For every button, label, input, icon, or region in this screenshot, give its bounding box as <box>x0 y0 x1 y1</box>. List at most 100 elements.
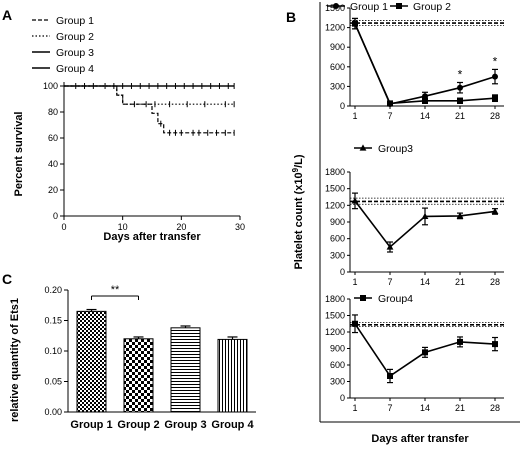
panel-letter-c: C <box>2 271 12 287</box>
a-y-tick-label: 20 <box>48 185 58 195</box>
data-point-group4 <box>387 373 393 379</box>
c-y-tick-label: 0.00 <box>44 407 62 417</box>
b-y-tick-label: 600 <box>330 62 345 72</box>
b-x-tick-label: 21 <box>455 403 465 413</box>
data-point-group1 <box>492 73 498 80</box>
b-y-axis-title-tail: /L) <box>293 154 305 168</box>
data-point-group2 <box>352 20 358 27</box>
panel-a-survival-chart: Group 1 Group 2 Group 3 Group 4 Percent … <box>13 15 245 243</box>
b-x-tick-label: 28 <box>490 277 500 287</box>
b-x-tick-label: 21 <box>455 277 465 287</box>
b-y-tick-label: 900 <box>330 344 345 354</box>
b-y-tick-label: 1500 <box>325 311 345 321</box>
legend-a: Group 1 Group 2 Group 3 Group 4 <box>32 15 94 75</box>
b-y-tick-label: 600 <box>330 234 345 244</box>
data-point-group3 <box>421 212 429 220</box>
panel-b-platelet-chart: Platelet count (x109/L) Days after trans… <box>291 1 520 445</box>
b-y-axis-title-main: Platelet count (x10 <box>293 172 305 269</box>
legend-b-label: Group4 <box>378 293 413 305</box>
platelet-subplot-1: 03006009001200150017142128**Group 1Group… <box>325 1 504 121</box>
a-y-tick-label: 0 <box>53 211 58 221</box>
b-x-tick-label: 1 <box>352 111 357 121</box>
b-y-tick-label: 300 <box>330 377 345 387</box>
a-x-tick-label: 10 <box>118 222 128 232</box>
data-point-group1 <box>457 84 463 91</box>
bar-group-3 <box>170 327 201 413</box>
b-x-tick-label: 28 <box>490 403 500 413</box>
b-y-tick-label: 0 <box>340 101 345 111</box>
c-y-tick-label: 0.15 <box>44 316 62 326</box>
b-y-axis-title: Platelet count (x109/L) <box>291 154 305 269</box>
b-y-tick-label: 1800 <box>325 167 345 177</box>
a-x-tick-label: 20 <box>176 222 186 232</box>
c-x-tick-label: Group 1 <box>70 419 112 431</box>
b-x-axis-title: Days after transfer <box>371 433 469 445</box>
b-y-tick-label: 300 <box>330 81 345 91</box>
platelet-subplot-2: 0 300 600 900 1200 1500 1800 1 7 14 21 28 Group3 <box>325 143 504 287</box>
legend-b-marker <box>360 295 366 301</box>
data-point-group4 <box>457 338 463 345</box>
c-x-tick-label: Group 4 <box>211 419 254 431</box>
b-x-tick-label: 28 <box>490 111 500 121</box>
c-y-tick-label: 0.10 <box>44 346 62 356</box>
b-x-tick-label: 7 <box>387 277 392 287</box>
b-x-tick-label: 21 <box>455 111 465 121</box>
bar-group-2 <box>123 338 154 413</box>
legend-b-label: Group 2 <box>413 1 451 13</box>
b-x-tick-label: 7 <box>387 403 392 413</box>
b-y-tick-label: 300 <box>330 250 345 260</box>
b-y-tick-label: 1200 <box>325 200 345 210</box>
legend-b-marker <box>359 144 367 151</box>
legend-a-group4: Group 4 <box>56 63 94 75</box>
b-y-tick-label: 1200 <box>325 23 345 33</box>
a-y-tick-label: 100 <box>43 81 58 91</box>
platelet-subplot-3: 0 300 600 900 1200 1500 1800 1 7 14 21 28 Group4 <box>325 293 504 413</box>
b-x-tick-label: 1 <box>352 403 357 413</box>
b-y-tick-label: 1200 <box>325 327 345 337</box>
b-x-tick-label: 1 <box>352 277 357 287</box>
b-y-tick-label: 0 <box>340 393 345 403</box>
legend-b-label: Group 1 <box>350 1 388 13</box>
c-y-tick-label: 0.20 <box>44 285 62 295</box>
legend-b-marker <box>333 3 339 9</box>
survival-line-group2 <box>64 85 235 105</box>
data-point-group2 <box>492 95 498 102</box>
data-point-group2 <box>387 100 393 107</box>
legend-a-group1: Group 1 <box>56 15 94 27</box>
b-y-tick-label: 1800 <box>325 294 345 304</box>
c-x-tick-label: Group 2 <box>117 419 159 431</box>
b-y-tick-label: 0 <box>340 267 345 277</box>
data-point-group4 <box>492 341 498 348</box>
survival-line-group1 <box>64 85 235 134</box>
legend-b-label: Group3 <box>378 143 413 155</box>
data-point-group3 <box>456 212 464 219</box>
b-x-tick-label: 7 <box>387 111 392 121</box>
data-point-group3 <box>386 243 394 250</box>
data-point-group4 <box>422 349 428 356</box>
panel-letter-a: A <box>2 7 12 23</box>
legend-a-group2: Group 2 <box>56 31 94 43</box>
significance-star: * <box>458 67 463 81</box>
data-point-group3 <box>491 207 499 215</box>
c-y-axis-title: relative quantity of Ets1 <box>9 298 21 422</box>
significance-label: ** <box>111 284 120 296</box>
panel-letter-b: B <box>286 9 296 25</box>
data-point-group3 <box>351 197 359 204</box>
b-x-tick-label: 14 <box>420 111 430 121</box>
data-point-group2 <box>457 97 463 104</box>
b-x-tick-label: 14 <box>420 403 430 413</box>
b-x-tick-label: 14 <box>420 277 430 287</box>
bar-group-4 <box>217 338 248 413</box>
b-y-tick-label: 900 <box>330 217 345 227</box>
legend-b-marker <box>396 3 402 9</box>
bar-group-1 <box>76 310 107 413</box>
significance-star: * <box>493 54 498 68</box>
panel-c-bar-chart: relative quantity of Ets1 0.00 0.05 0.10 0.… <box>9 284 256 431</box>
platelet-line-group2 <box>354 23 496 105</box>
a-y-tick-label: 80 <box>48 107 58 117</box>
a-y-tick-label: 60 <box>48 133 58 143</box>
b-y-tick-label: 900 <box>330 42 345 52</box>
a-y-axis-title: Percent survival <box>13 112 25 197</box>
data-point-group2 <box>422 97 428 104</box>
